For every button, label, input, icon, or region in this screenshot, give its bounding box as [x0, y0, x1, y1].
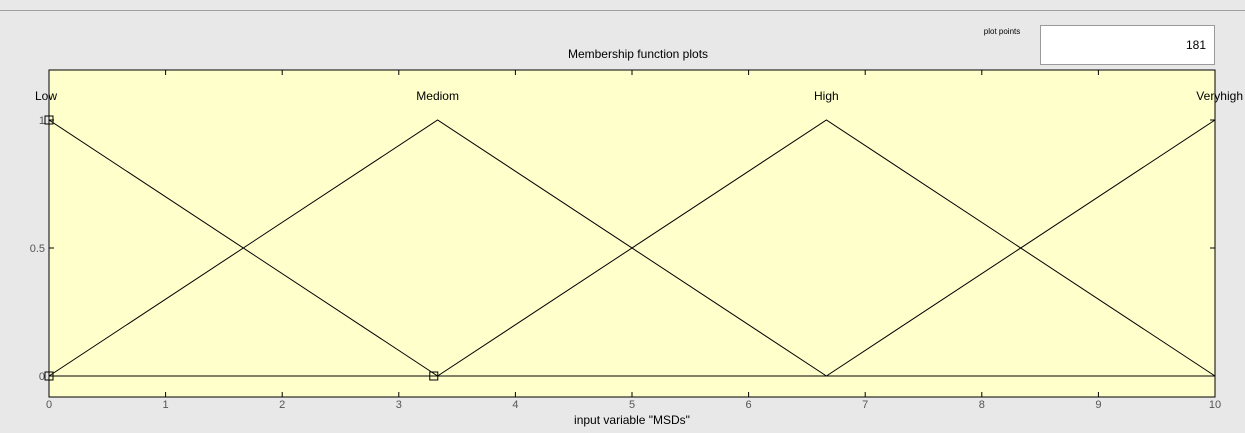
x-tick-label: 1: [163, 399, 169, 411]
y-tick-label: 0: [39, 371, 45, 383]
mf-line-high[interactable]: [437, 119, 1216, 377]
y-tick-label: 1: [39, 115, 45, 127]
plot-points-input[interactable]: [1040, 25, 1215, 65]
x-tick-label: 8: [979, 399, 985, 411]
mf-label-low[interactable]: Low: [35, 89, 57, 103]
x-tick-label: 3: [396, 399, 402, 411]
y-tick-label: 0.5: [30, 243, 45, 255]
mf-label-high[interactable]: High: [814, 89, 839, 103]
x-tick-label: 10: [1209, 399, 1221, 411]
plot-title: Membership function plots: [567, 47, 709, 61]
x-tick-label: 5: [629, 399, 635, 411]
x-tick-label: 9: [1095, 399, 1101, 411]
x-axis-label: input variable "MSDs": [574, 413, 690, 427]
panel-top-border: [0, 10, 1245, 11]
x-tick-label: 0: [46, 399, 52, 411]
vertex-marker[interactable]: [429, 371, 439, 381]
x-tick-label: 4: [512, 399, 518, 411]
label-layer: Low Mediom High Veryhigh: [35, 89, 1243, 103]
mf-label-veryhigh[interactable]: Veryhigh: [1196, 89, 1243, 103]
x-tick-label: 6: [746, 399, 752, 411]
x-tick-label: 7: [862, 399, 868, 411]
mf-line-mediom[interactable]: [48, 119, 827, 377]
x-tick-label: 2: [279, 399, 285, 411]
plot-points-label: plot points: [983, 27, 1021, 36]
axes-layer: 0 1 2 3 4 5 6 7 8 9 10 0 0.5 1 input variable "MSDs": [30, 70, 1221, 427]
mf-label-mediom[interactable]: Mediom: [416, 89, 459, 103]
plot-area[interactable]: [48, 69, 1216, 398]
